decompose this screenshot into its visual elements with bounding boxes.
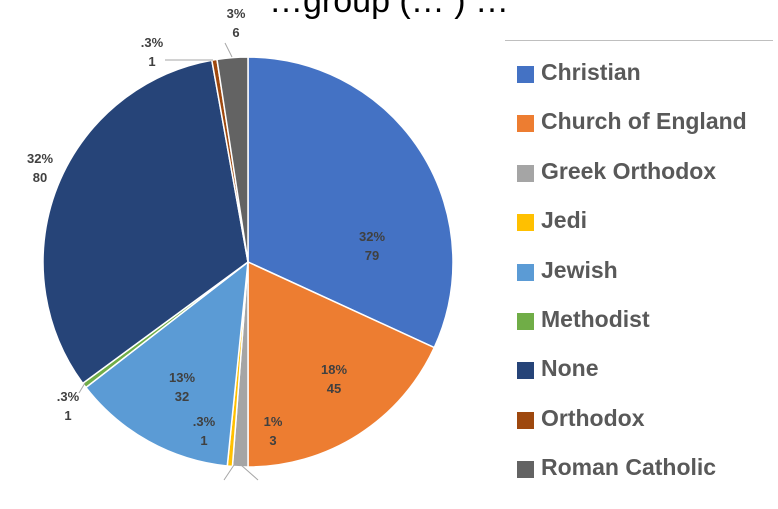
legend-swatch (517, 263, 534, 281)
legend-item: Church of England (505, 97, 773, 146)
data-label-value: 3 (269, 433, 276, 448)
legend-label: Church of England (541, 108, 747, 135)
data-label-percent: 1% (264, 414, 283, 429)
leader-line (240, 464, 259, 481)
legend-swatch (517, 362, 534, 380)
legend-swatch (517, 214, 534, 232)
data-label-percent: 32% (27, 151, 53, 166)
data-label-value: 6 (232, 25, 239, 40)
legend-swatch (517, 115, 534, 133)
legend-item: Christian (505, 48, 773, 97)
legend-item: Roman Catholic (505, 443, 773, 492)
data-label-value: 1 (64, 408, 71, 423)
legend-swatch (517, 312, 534, 330)
legend-label: Jedi (541, 207, 588, 234)
pie-slice-jewish (84, 260, 249, 467)
legend-item: None (505, 344, 773, 393)
pie-slice-christian (247, 56, 454, 349)
legend-label: Christian (541, 59, 641, 85)
legend-item: Jewish (505, 246, 773, 295)
data-label-percent: 3% (227, 6, 246, 21)
legend-label: Roman Catholic (541, 454, 717, 481)
legend-item: Greek Orthodox (505, 147, 773, 196)
legend-label: None (541, 355, 599, 382)
data-label-percent: 32% (359, 229, 385, 244)
leader-line (223, 464, 235, 481)
legend-swatch (517, 66, 534, 83)
legend-swatch (517, 164, 534, 182)
legend-swatch (517, 461, 534, 479)
chart-title: …group (… ) … (269, 0, 509, 20)
data-label-value: 45 (327, 381, 341, 396)
data-label-percent: .3% (57, 389, 80, 404)
pie-slice-roman-catholic (216, 56, 249, 263)
data-label-percent: 13% (169, 370, 195, 385)
legend-label: Jewish (541, 256, 618, 283)
data-label-value: 1 (200, 433, 207, 448)
legend-label: Greek Orthodox (541, 157, 717, 184)
legend-item: Jedi (505, 196, 773, 245)
data-label-percent: .3% (141, 35, 164, 50)
data-label-value: 79 (365, 248, 379, 263)
leader-line (224, 42, 233, 58)
pie-slice-church-of-england (247, 260, 436, 468)
legend-item: Orthodox (505, 394, 773, 443)
data-label-percent: .3% (193, 414, 216, 429)
legend-label: Orthodox (541, 404, 645, 431)
data-label-value: 80 (33, 170, 47, 185)
data-label-value: 1 (148, 54, 155, 69)
legend-item: Methodist (505, 295, 773, 344)
legend-label: Methodist (541, 305, 650, 332)
data-label-percent: 18% (321, 362, 347, 377)
pie-slice-none (42, 59, 249, 385)
legend: Christian Church of England Greek Orthodox… (505, 40, 773, 493)
data-label-value: 32 (175, 389, 189, 404)
leader-line (78, 382, 86, 394)
legend-swatch (517, 411, 534, 429)
